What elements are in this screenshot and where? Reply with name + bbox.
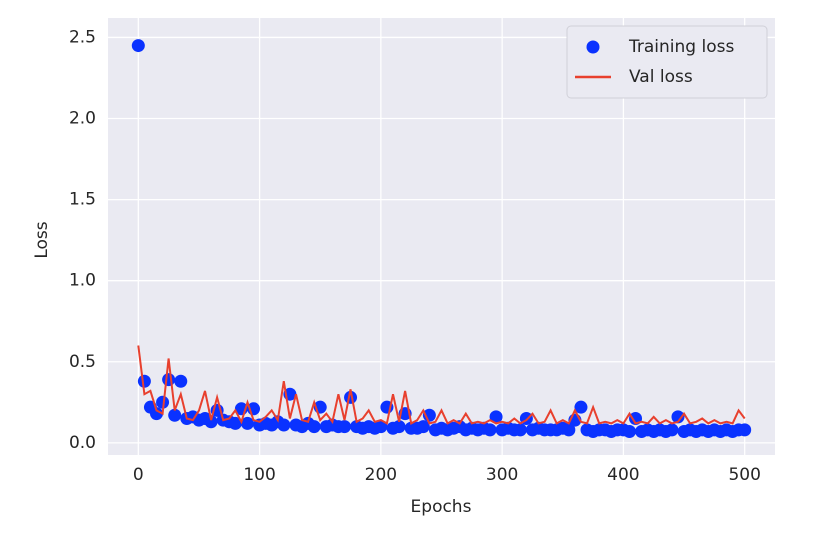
legend-label: Training loss [628, 37, 734, 57]
legend-box [566, 25, 768, 99]
val-line [137, 345, 746, 425]
training-point [671, 410, 685, 424]
x-tick-label: 200 [365, 465, 397, 485]
training-point [483, 423, 497, 437]
legend-label: Val loss [629, 67, 693, 87]
training-point [174, 374, 188, 388]
training-point [392, 420, 406, 434]
plot-marks [131, 39, 752, 438]
training-point [665, 423, 679, 437]
training-point [374, 420, 388, 434]
y-tick-label: 2.0 [69, 109, 96, 129]
training-point [137, 374, 151, 388]
training-point [228, 416, 242, 430]
training-point [150, 407, 164, 421]
x-tick-label: 100 [243, 465, 275, 485]
y-axis-label: Loss [32, 221, 52, 258]
legend-swatch [586, 40, 600, 54]
x-tick-label: 0 [133, 465, 144, 485]
training-point [562, 423, 576, 437]
training-point [156, 395, 170, 409]
training-point [240, 416, 254, 430]
training-point [162, 373, 176, 387]
training-point [168, 408, 182, 422]
training-point [738, 423, 752, 437]
training-point [574, 400, 588, 414]
training-point [131, 39, 145, 53]
x-tick-label: 400 [607, 465, 639, 485]
x-axis-label: Epochs [411, 497, 472, 517]
training-point [307, 420, 321, 434]
y-tick-label: 0.5 [69, 352, 96, 372]
y-tick-label: 0.0 [69, 433, 96, 453]
training-point [513, 423, 527, 437]
y-tick-label: 1.0 [69, 271, 96, 291]
training-point [416, 420, 430, 434]
training-point [204, 415, 218, 429]
training-point [622, 424, 636, 438]
x-tick-label: 500 [728, 465, 760, 485]
training-point [489, 410, 503, 424]
training-point [277, 418, 291, 432]
y-tick-label: 1.5 [69, 190, 96, 210]
x-tick-label: 300 [486, 465, 518, 485]
y-tick-label: 2.5 [69, 27, 96, 47]
training-point [337, 420, 351, 434]
